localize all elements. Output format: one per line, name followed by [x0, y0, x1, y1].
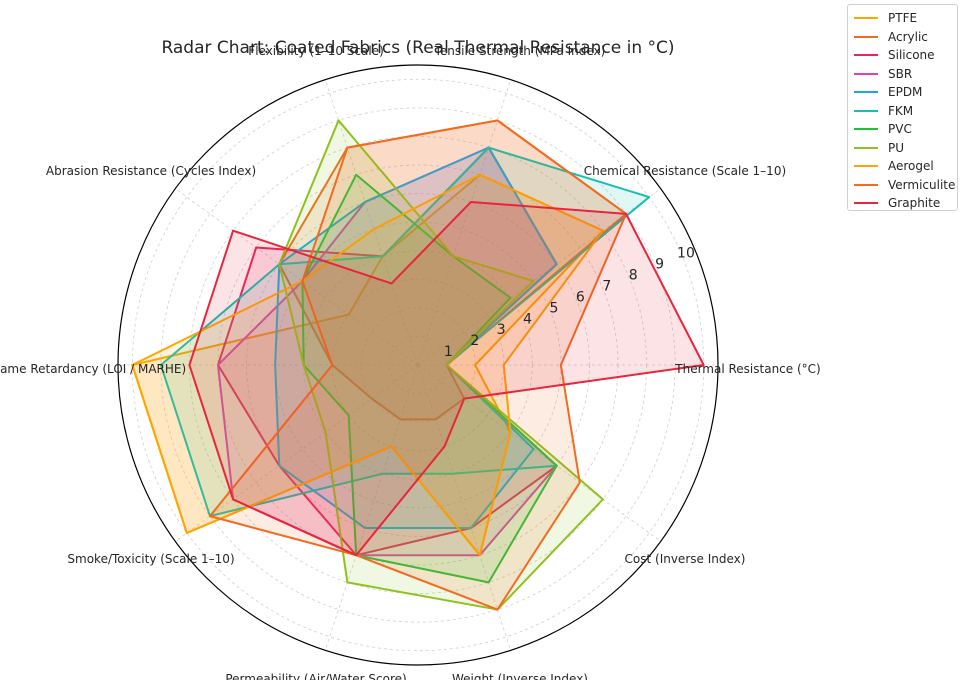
- legend-swatch: [854, 146, 878, 149]
- series-pu: [278, 119, 604, 611]
- radar-labels: Thermal Resistance (°C) Chemical Resistan…: [0, 44, 821, 680]
- series-vermiculite: [208, 119, 628, 611]
- grid-spoke: [417, 79, 512, 366]
- axis-label: Cost (Inverse Index): [625, 552, 746, 566]
- series-area: [218, 147, 557, 556]
- legend-item: FKM: [854, 102, 957, 121]
- grid-circle: [160, 107, 676, 623]
- axis-label: Flexibility (1–10 Scale): [248, 44, 383, 58]
- radial-tick-label: 9: [655, 257, 664, 273]
- legend-label: PU: [888, 140, 905, 155]
- series-area: [279, 120, 627, 420]
- radial-tick-label: 8: [629, 268, 638, 284]
- series-area: [132, 174, 603, 556]
- legend-item: PTFE: [854, 9, 957, 28]
- legend-swatch: [854, 35, 878, 38]
- series-epdm: [274, 146, 558, 530]
- axis-label: Tensile Strength (MPa Index): [434, 44, 606, 58]
- legend-item: Silicone: [854, 46, 957, 65]
- grid-spoke: [417, 364, 661, 542]
- legend-item: Aerogel: [854, 157, 957, 176]
- legend-label: Silicone: [888, 48, 935, 63]
- legend-item: Vermiculite: [854, 176, 957, 195]
- series-area: [279, 120, 603, 610]
- legend-item: Graphite: [854, 194, 957, 213]
- axis-label: Flame Retardancy (LOI / MARHE): [0, 362, 186, 376]
- series-line: [278, 119, 604, 611]
- legend-label: PTFE: [888, 11, 918, 26]
- legend-swatch: [854, 91, 878, 94]
- polar-frame: [117, 64, 719, 666]
- axis-label: Weight (Inverse Index): [452, 672, 588, 680]
- axis-label: Chemical Resistance (Scale 1–10): [584, 164, 786, 178]
- axis-label: Thermal Resistance (°C): [674, 362, 820, 376]
- series-area: [209, 120, 627, 610]
- series-area: [160, 147, 650, 517]
- series-area: [189, 201, 704, 556]
- legend-swatch: [854, 202, 878, 205]
- legend-label: Graphite: [888, 196, 941, 211]
- legend-label: Vermiculite: [888, 177, 956, 192]
- series-area: [275, 147, 557, 529]
- legend-label: SBR: [888, 66, 913, 81]
- series-area: [302, 174, 557, 583]
- series-line: [188, 200, 705, 557]
- grid-spoke: [175, 364, 419, 542]
- legend-item: Acrylic: [854, 28, 957, 47]
- radial-tick-label: 7: [602, 278, 611, 294]
- radar-grid: [117, 64, 719, 666]
- legend-label: PVC: [888, 122, 912, 137]
- grid-spoke: [417, 364, 512, 651]
- legend-swatch: [854, 183, 878, 186]
- axis-label: Smoke/Toxicity (Scale 1–10): [67, 552, 234, 566]
- grid-circle: [246, 193, 590, 537]
- series-fkm: [159, 146, 651, 518]
- chart-title: Radar Chart: Coated Fabrics (Real Therma…: [161, 38, 675, 58]
- legend-label: Acrylic: [888, 29, 928, 44]
- axis-label: Permeability (Air/Water Score): [225, 672, 406, 680]
- radial-tick-label: 3: [497, 322, 506, 338]
- radial-tick-label: 1: [444, 344, 453, 360]
- series-aerogel: [131, 173, 604, 557]
- series-graphite: [188, 200, 705, 557]
- series-line: [159, 146, 651, 518]
- legend-swatch: [854, 54, 878, 57]
- legend-swatch: [854, 165, 878, 168]
- axis-label: Abrasion Resistance (Cycles Index): [46, 164, 256, 178]
- grid-spoke: [324, 364, 419, 651]
- legend-item: PVC: [854, 120, 957, 139]
- legend-item: EPDM: [854, 83, 957, 102]
- legend-swatch: [854, 17, 878, 20]
- radar-series-layer: [131, 119, 705, 611]
- grid-spoke: [417, 188, 661, 366]
- series-line: [208, 119, 628, 611]
- radial-tick-label: 5: [550, 300, 559, 316]
- series-line: [274, 146, 558, 530]
- legend-item: PU: [854, 139, 957, 158]
- radial-tick-label: 4: [523, 311, 532, 327]
- legend-label: FKM: [888, 103, 914, 118]
- legend-label: EPDM: [888, 85, 923, 100]
- legend-swatch: [854, 128, 878, 131]
- grid-spoke: [324, 79, 419, 366]
- chart-legend: PTFE Acrylic Silicone SBR EPDM FKM PVC PU Aeroge…: [847, 4, 958, 211]
- radial-tick-label: 6: [576, 289, 585, 305]
- series-line: [131, 173, 604, 557]
- legend-item: SBR: [854, 65, 957, 84]
- radial-tick-label: 10: [677, 246, 695, 262]
- legend-label: Aerogel: [888, 159, 934, 174]
- series-area: [132, 174, 603, 556]
- legend-swatch: [854, 109, 878, 112]
- series-area: [218, 147, 557, 556]
- radial-tick-label: 2: [470, 333, 479, 349]
- grid-spoke: [175, 188, 419, 366]
- legend-swatch: [854, 72, 878, 75]
